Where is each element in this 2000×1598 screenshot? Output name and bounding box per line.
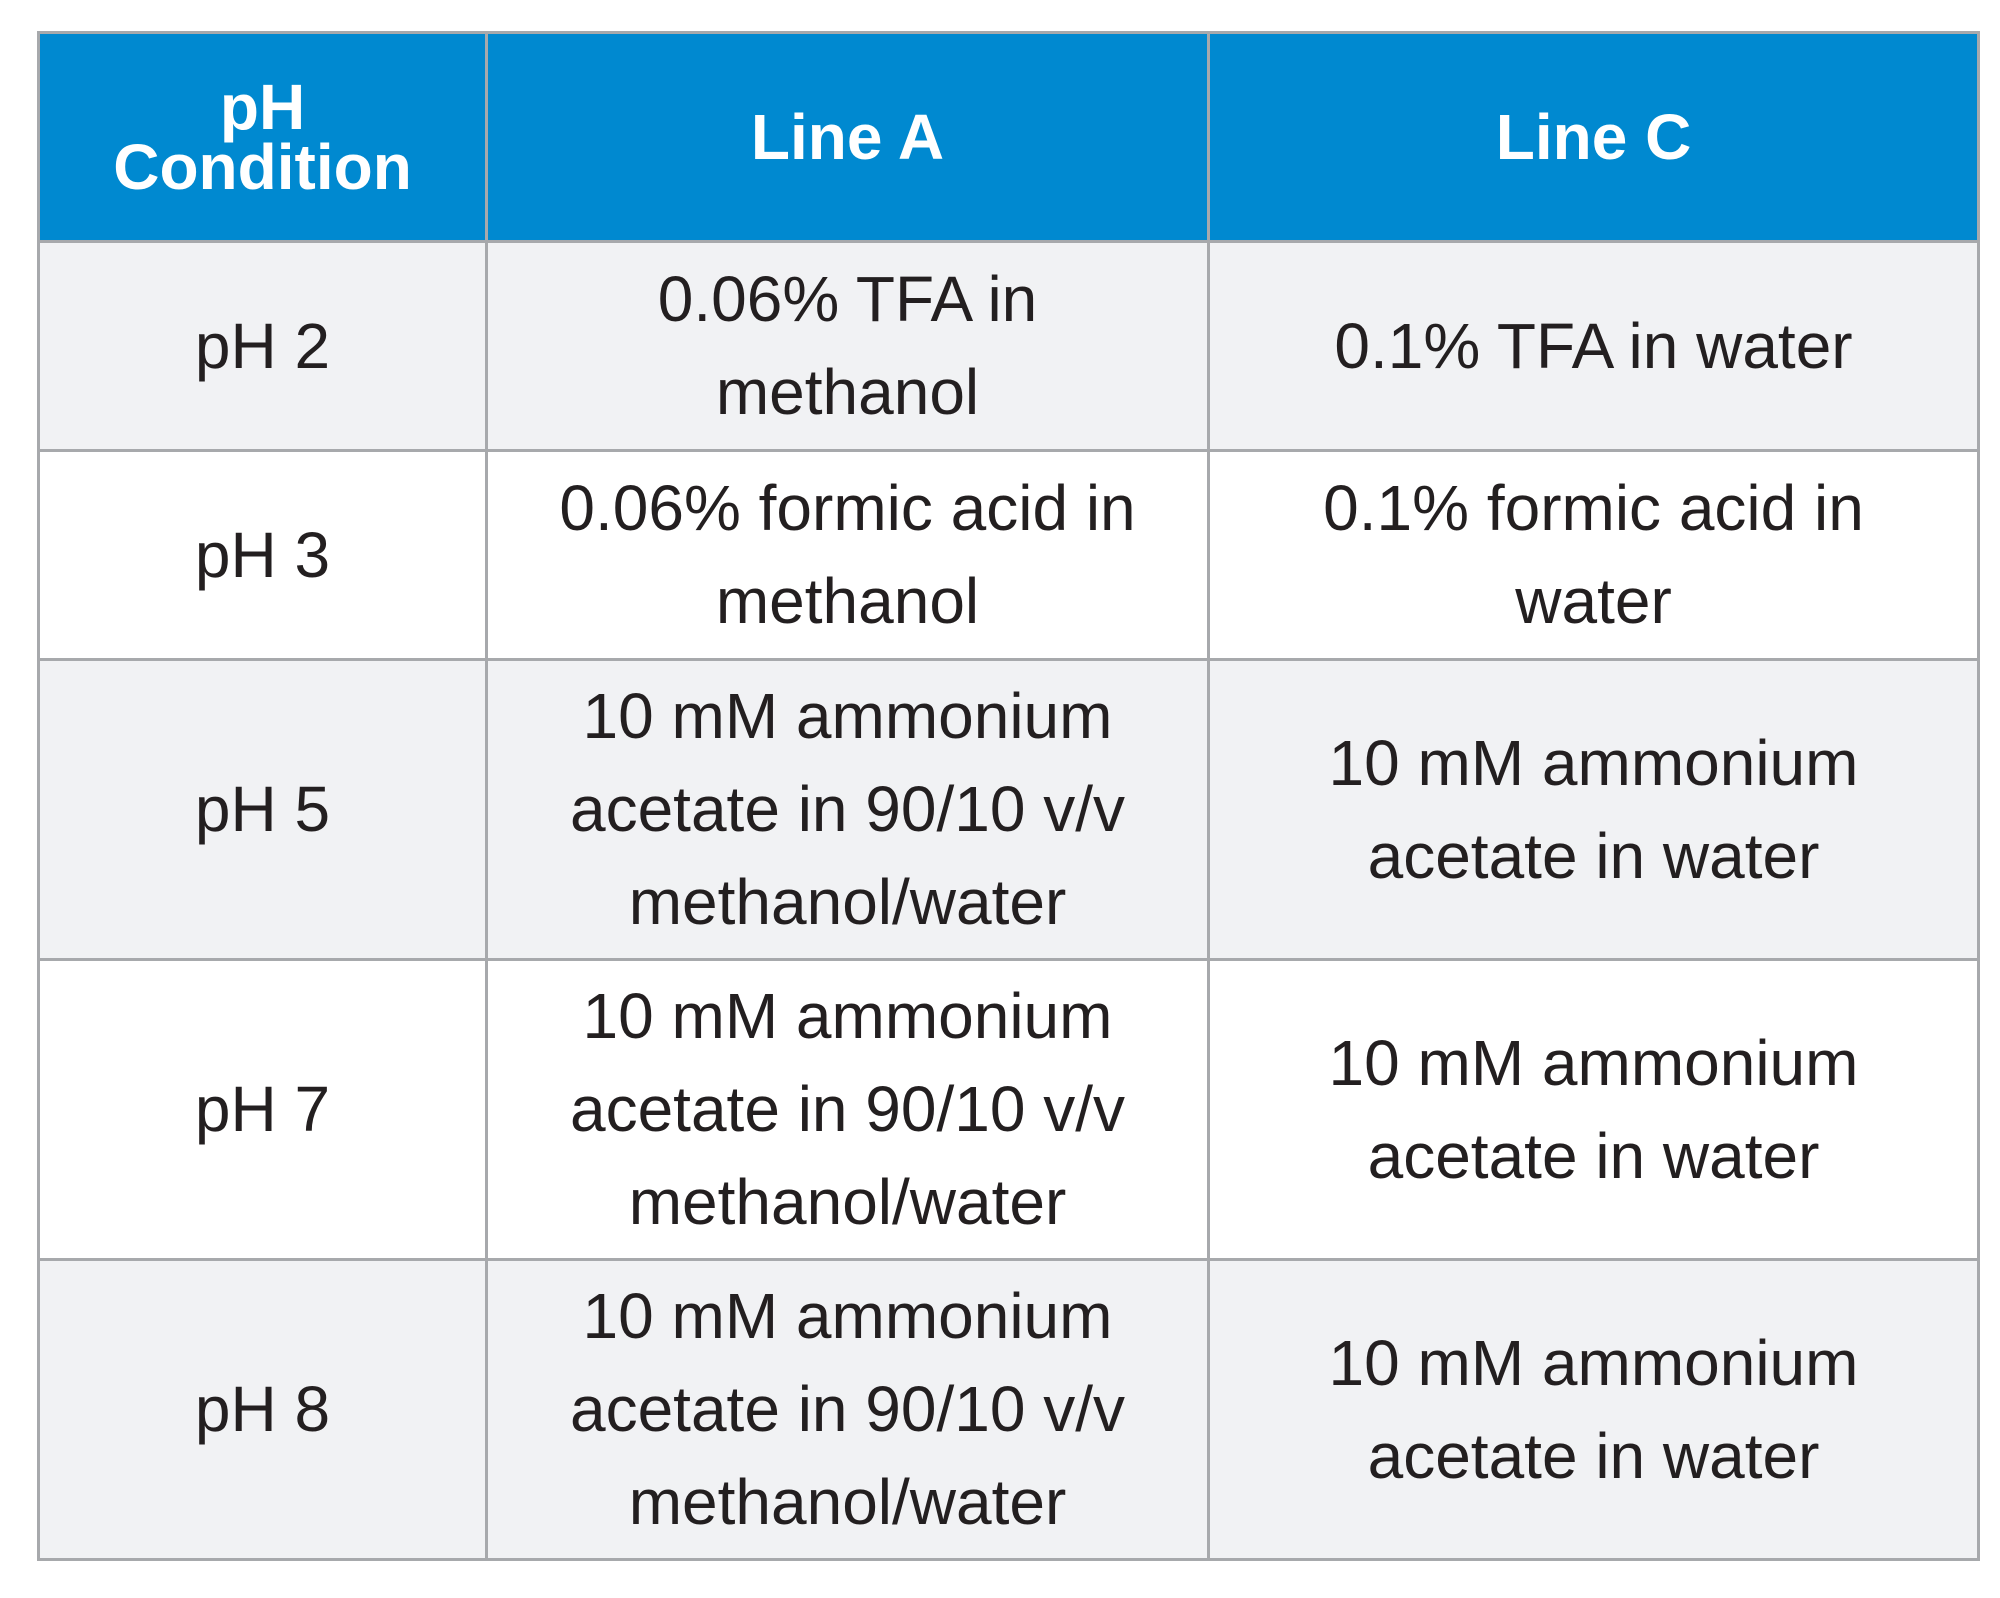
cell-line-c: 10 mM ammonium acetate in water [1207,1258,1980,1561]
cell-condition: pH 5 [37,658,488,961]
table-row: pH 7 10 mM ammonium acetate in 90/10 v/v… [37,958,1980,1261]
ph-conditions-table: pH Condition Line A Line C pH 2 0.06% TF… [37,31,1980,1561]
cell-line-c: 10 mM ammonium acetate in water [1207,958,1980,1261]
cell-line-c: 0.1% formic acid in water [1207,449,1980,661]
table-row: pH 8 10 mM ammonium acetate in 90/10 v/v… [37,1258,1980,1561]
cell-line-a: 0.06% TFA in methanol [485,240,1210,452]
cell-line-a: 10 mM ammonium acetate in 90/10 v/v meth… [485,658,1210,961]
header-line-c: Line C [1207,31,1980,243]
cell-line-a: 10 mM ammonium acetate in 90/10 v/v meth… [485,1258,1210,1561]
cell-line-c: 10 mM ammonium acetate in water [1207,658,1980,961]
header-ph-condition: pH Condition [37,31,488,243]
cell-line-c: 0.1% TFA in water [1207,240,1980,452]
table-row: pH 2 0.06% TFA in methanol 0.1% TFA in w… [37,240,1980,452]
cell-line-a: 10 mM ammonium acetate in 90/10 v/v meth… [485,958,1210,1261]
cell-line-a: 0.06% formic acid in methanol [485,449,1210,661]
cell-condition: pH 8 [37,1258,488,1561]
cell-condition: pH 3 [37,449,488,661]
table-header-row: pH Condition Line A Line C [37,31,1980,243]
ph-conditions-table-container: pH Condition Line A Line C pH 2 0.06% TF… [37,31,1980,1561]
table-row: pH 3 0.06% formic acid in methanol 0.1% … [37,449,1980,661]
table-row: pH 5 10 mM ammonium acetate in 90/10 v/v… [37,658,1980,961]
cell-condition: pH 7 [37,958,488,1261]
cell-condition: pH 2 [37,240,488,452]
header-line-a: Line A [485,31,1210,243]
